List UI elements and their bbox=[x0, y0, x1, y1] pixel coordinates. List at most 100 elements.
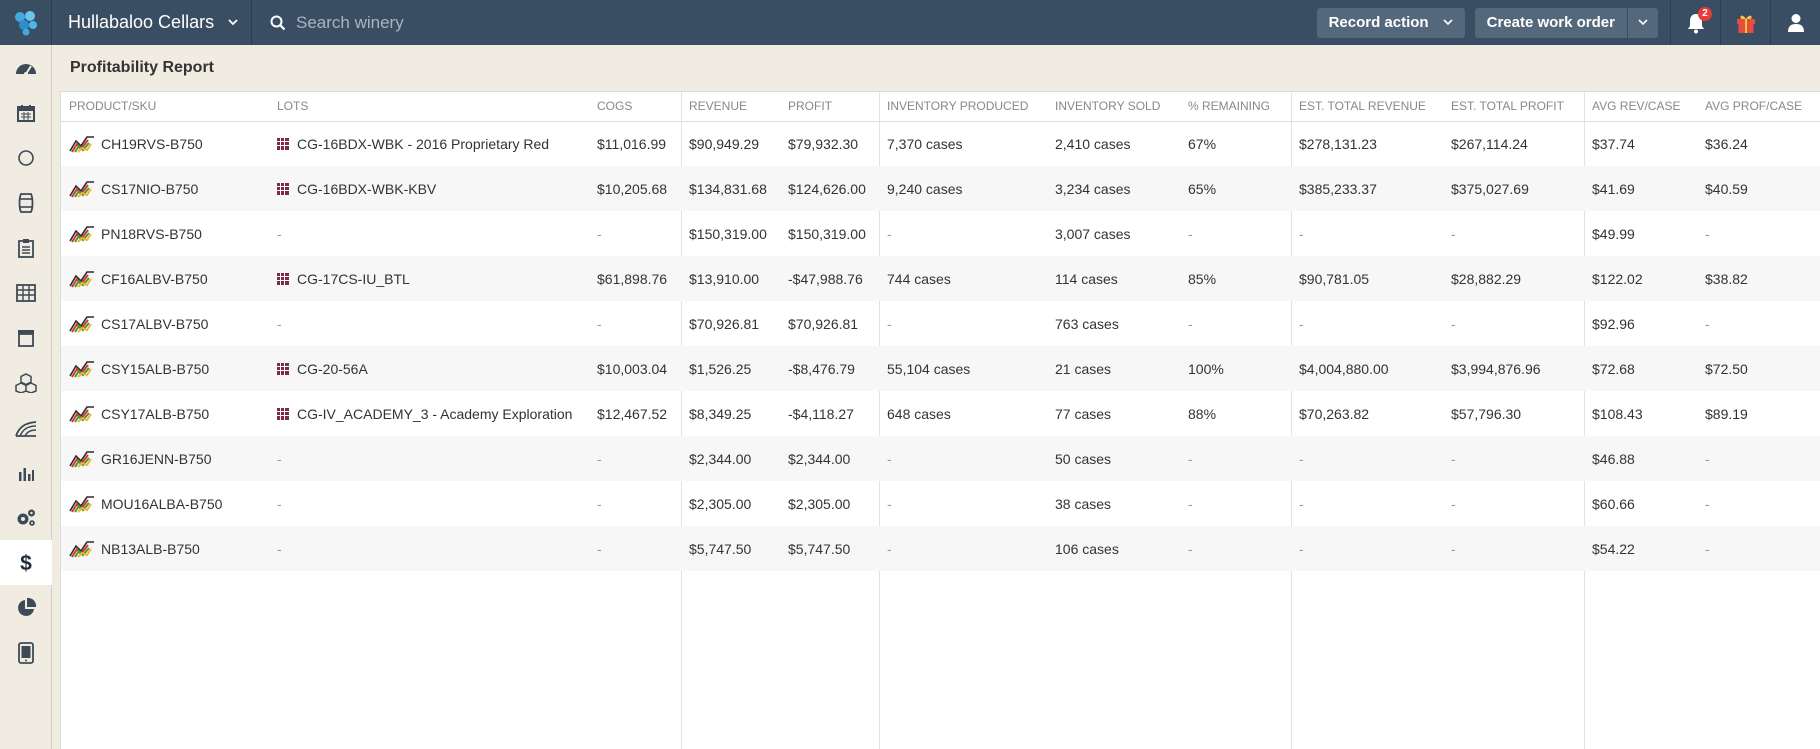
sku-link[interactable]: CS17NIO-B750 bbox=[69, 180, 269, 198]
cell-avg-rev: $60.66 bbox=[1592, 495, 1635, 512]
cell-revenue: $1,526.25 bbox=[689, 360, 752, 377]
table-row[interactable]: CSY17ALB-B750 CG-IV_ACADEMY_3 - Academy E… bbox=[61, 391, 1820, 436]
sku-label: MOU16ALBA-B750 bbox=[101, 495, 223, 512]
profitability-table: PRODUCT/SKU LOTS COGS REVENUE PROFIT INV… bbox=[61, 92, 1820, 571]
column-header-revenue[interactable]: REVENUE bbox=[681, 92, 780, 122]
cell-remaining: - bbox=[1188, 495, 1193, 512]
cell-est-profit: - bbox=[1451, 540, 1456, 557]
sku-trend-icon bbox=[69, 135, 94, 153]
cell-est-revenue: $4,004,880.00 bbox=[1299, 360, 1389, 377]
sku-link[interactable]: NB13ALB-B750 bbox=[69, 540, 269, 558]
cell-lots: CG-16BDX-WBK - 2016 Proprietary Red bbox=[269, 121, 589, 166]
cell-profit: -$47,988.76 bbox=[788, 270, 863, 287]
sidebar-item-settings[interactable] bbox=[0, 495, 52, 540]
cell-inv-sold: 2,410 cases bbox=[1055, 135, 1131, 152]
sidebar-item-calendar[interactable] bbox=[0, 90, 52, 135]
cell-cogs: $11,016.99 bbox=[597, 135, 667, 152]
create-work-order-dropdown[interactable] bbox=[1627, 7, 1658, 38]
sidebar-item-grid[interactable] bbox=[0, 270, 52, 315]
table-row[interactable]: CH19RVS-B750 CG-16BDX-WBK - 2016 Propriet… bbox=[61, 121, 1820, 166]
column-divider bbox=[1584, 92, 1585, 749]
record-action-button[interactable]: Record action bbox=[1316, 7, 1465, 38]
notifications-button[interactable]: 2 bbox=[1670, 0, 1720, 45]
column-divider bbox=[879, 92, 880, 749]
column-header-lots[interactable]: LOTS bbox=[269, 92, 589, 122]
sidebar-item-reports[interactable] bbox=[0, 450, 52, 495]
sidebar: $ bbox=[0, 45, 52, 749]
column-header-remaining[interactable]: % REMAINING bbox=[1180, 92, 1291, 122]
dashboard-icon bbox=[16, 63, 36, 76]
sku-link[interactable]: CSY15ALB-B750 bbox=[69, 360, 269, 378]
sku-label: CSY17ALB-B750 bbox=[101, 405, 210, 422]
table-row[interactable]: MOU16ALBA-B750 - - $2,305.00 $2,305.00 - 38 ca… bbox=[61, 481, 1820, 526]
cell-avg-rev: $37.74 bbox=[1592, 135, 1635, 152]
lot-label: CG-16BDX-WBK - 2016 Proprietary Red bbox=[297, 135, 550, 152]
sku-link[interactable]: MOU16ALBA-B750 bbox=[69, 495, 269, 513]
cell-inv-produced: - bbox=[887, 540, 892, 557]
sku-link[interactable]: GR16JENN-B750 bbox=[69, 450, 269, 468]
winery-selector[interactable]: Hullabaloo Cellars bbox=[52, 0, 252, 45]
sidebar-item-archive[interactable] bbox=[0, 315, 52, 360]
user-menu-button[interactable] bbox=[1770, 0, 1820, 45]
cubes-icon bbox=[15, 372, 37, 393]
cell-cogs: - bbox=[597, 315, 602, 332]
cell-revenue: $70,926.81 bbox=[689, 315, 760, 332]
table-row[interactable]: CF16ALBV-B750 CG-17CS-IU_BTL $61,898.76 $13… bbox=[61, 256, 1820, 301]
column-header-sku[interactable]: PRODUCT/SKU bbox=[61, 92, 269, 122]
sku-link[interactable]: CF16ALBV-B750 bbox=[69, 270, 269, 288]
sku-link[interactable]: PN18RVS-B750 bbox=[69, 225, 269, 243]
lot-link[interactable]: CG-16BDX-WBK - 2016 Proprietary Red bbox=[277, 136, 589, 152]
search-input[interactable] bbox=[296, 12, 696, 33]
table-row[interactable]: CSY15ALB-B750 CG-20-56A $10,003.04 $1,526.2… bbox=[61, 346, 1820, 391]
column-header-cogs[interactable]: COGS bbox=[589, 92, 681, 122]
column-header-profit[interactable]: PROFIT bbox=[780, 92, 879, 122]
sku-label: CSY15ALB-B750 bbox=[101, 360, 210, 377]
lot-link[interactable]: CG-16BDX-WBK-KBV bbox=[277, 181, 589, 197]
table-row[interactable]: NB13ALB-B750 - - $5,747.50 $5,747.50 - 106 cas… bbox=[61, 526, 1820, 571]
sidebar-item-analytics[interactable] bbox=[0, 585, 52, 630]
column-header-inventory-sold[interactable]: INVENTORY SOLD bbox=[1047, 92, 1180, 122]
cell-inv-produced: 7,370 cases bbox=[887, 135, 963, 152]
lot-link[interactable]: CG-20-56A bbox=[277, 361, 589, 377]
table-row[interactable]: GR16JENN-B750 - - $2,344.00 $2,344.00 - 50 cas… bbox=[61, 436, 1820, 481]
gift-button[interactable] bbox=[1720, 0, 1770, 45]
column-header-inventory-produced[interactable]: INVENTORY PRODUCED bbox=[879, 92, 1047, 122]
sku-link[interactable]: CSY17ALB-B750 bbox=[69, 405, 269, 423]
app-logo[interactable] bbox=[0, 0, 52, 45]
gift-icon bbox=[1736, 15, 1755, 33]
column-header-avg-prof-case[interactable]: AVG PROF/CASE bbox=[1697, 92, 1820, 122]
grape-logo-icon bbox=[14, 10, 37, 35]
create-work-order-button[interactable]: Create work order bbox=[1474, 7, 1627, 38]
sidebar-item-profitability[interactable]: $ bbox=[0, 540, 52, 585]
cell-revenue: $13,910.00 bbox=[689, 270, 760, 287]
circle-icon bbox=[18, 149, 34, 166]
cell-inv-sold: 77 cases bbox=[1055, 405, 1112, 422]
page-title: Profitability Report bbox=[70, 59, 215, 76]
sidebar-item-barrels[interactable] bbox=[0, 180, 52, 225]
table-row[interactable]: PN18RVS-B750 - - $150,319.00 $150,319.00 - 3,0… bbox=[61, 211, 1820, 256]
sidebar-item-circle[interactable] bbox=[0, 135, 52, 180]
sidebar-item-dashboard[interactable] bbox=[0, 45, 52, 90]
sidebar-item-work-orders[interactable] bbox=[0, 225, 52, 270]
sku-link[interactable]: CH19RVS-B750 bbox=[69, 135, 269, 153]
sku-link[interactable]: CS17ALBV-B750 bbox=[69, 315, 269, 333]
sidebar-item-mobile[interactable] bbox=[0, 630, 52, 675]
search-area bbox=[252, 0, 1317, 45]
table-row[interactable]: CS17NIO-B750 CG-16BDX-WBK-KBV $10,205.68 $1… bbox=[61, 166, 1820, 211]
lot-link[interactable]: CG-17CS-IU_BTL bbox=[277, 271, 589, 287]
cell-profit: $70,926.81 bbox=[788, 315, 859, 332]
cell-avg-prof: - bbox=[1705, 540, 1710, 557]
cell-sku: CF16ALBV-B750 bbox=[61, 256, 269, 301]
column-header-est-total-revenue[interactable]: EST. TOTAL REVENUE bbox=[1291, 92, 1443, 122]
column-header-est-total-profit[interactable]: EST. TOTAL PROFIT bbox=[1443, 92, 1584, 122]
table-row[interactable]: CS17ALBV-B750 - - $70,926.81 $70,926.81 - 763 … bbox=[61, 301, 1820, 346]
archive-icon bbox=[18, 329, 34, 347]
lot-label: CG-16BDX-WBK-KBV bbox=[297, 180, 437, 197]
cell-avg-rev: $122.02 bbox=[1592, 270, 1643, 287]
sidebar-item-vineyard[interactable] bbox=[0, 405, 52, 450]
cell-profit: $79,932.30 bbox=[788, 135, 859, 152]
lot-link[interactable]: CG-IV_ACADEMY_3 - Academy Exploration bbox=[277, 406, 589, 422]
sidebar-item-inventory[interactable] bbox=[0, 360, 52, 405]
cell-cogs: $61,898.76 bbox=[597, 270, 668, 287]
column-header-avg-rev-case[interactable]: AVG REV/CASE bbox=[1584, 92, 1697, 122]
